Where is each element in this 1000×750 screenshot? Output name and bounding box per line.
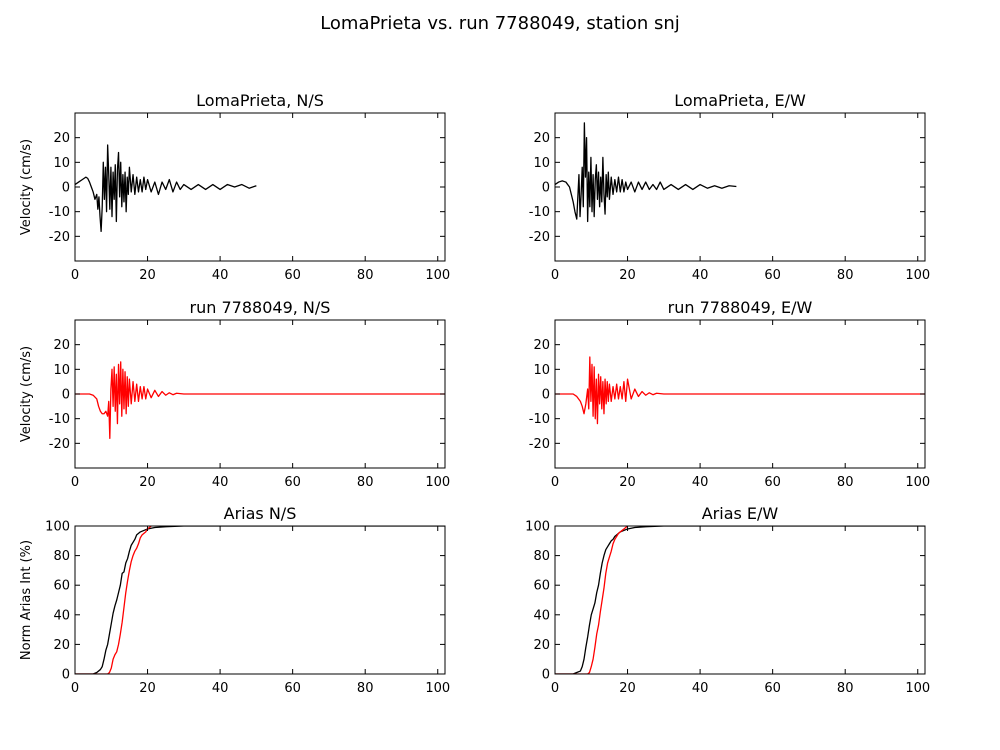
series-line-black xyxy=(75,526,445,674)
axes-frame xyxy=(74,525,446,675)
subplot-title: Arias N/S xyxy=(224,504,297,523)
axes-frame xyxy=(554,525,926,675)
x-tick-label: 40 xyxy=(692,681,709,696)
x-tick-label: 0 xyxy=(71,268,79,283)
series-line-black xyxy=(555,122,737,223)
x-tick-label: 20 xyxy=(139,681,156,696)
x-tick-label: 20 xyxy=(619,268,636,283)
x-tick-label: 20 xyxy=(619,681,636,696)
y-tick-label: -20 xyxy=(529,437,550,452)
y-axis-label: Velocity (cm/s) xyxy=(19,346,34,442)
y-axis-label: Norm Arias Int (%) xyxy=(19,540,34,660)
x-tick-label: 80 xyxy=(837,681,854,696)
x-tick-label: 0 xyxy=(71,681,79,696)
series-line-red xyxy=(555,526,628,674)
y-tick-label: 10 xyxy=(53,156,70,171)
x-tick-label: 20 xyxy=(139,475,156,490)
x-tick-label: 100 xyxy=(905,268,930,283)
y-tick-label: -10 xyxy=(529,412,550,427)
subplot-title: LomaPrieta, N/S xyxy=(196,91,324,110)
x-tick-label: 40 xyxy=(212,681,229,696)
x-tick-label: 40 xyxy=(692,268,709,283)
y-tick-label: 20 xyxy=(533,338,550,353)
x-tick-label: 0 xyxy=(551,475,559,490)
x-tick-label: 60 xyxy=(764,475,781,490)
y-tick-label: -20 xyxy=(49,437,70,452)
y-tick-label: -10 xyxy=(49,412,70,427)
y-tick-label: 100 xyxy=(45,520,70,535)
subplot-title: LomaPrieta, E/W xyxy=(674,91,806,110)
x-tick-label: 20 xyxy=(619,475,636,490)
series-line-black xyxy=(555,526,925,674)
subplot-ns-simulated: 0 20 40 60 80 100 -20 -10 0 10 20 run 7788049, N/S V… xyxy=(19,298,450,490)
x-tick-label: 80 xyxy=(357,268,374,283)
y-tick-label: 20 xyxy=(533,131,550,146)
subplot-ew-observed: 0 20 40 60 80 100 -20 -10 0 10 20 LomaPrieta, E/W xyxy=(529,91,930,283)
y-tick-label: -10 xyxy=(49,205,70,220)
x-tick-label: 20 xyxy=(139,268,156,283)
subplot-title: run 7788049, E/W xyxy=(668,298,813,317)
y-tick-label: 60 xyxy=(533,579,550,594)
x-tick-label: 100 xyxy=(425,475,450,490)
y-tick-label: 0 xyxy=(62,668,70,683)
subplot-ew-simulated: 0 20 40 60 80 100 -20 -10 0 10 20 run 7788049, E/W xyxy=(529,298,930,490)
x-tick-label: 80 xyxy=(357,475,374,490)
series-line-red xyxy=(75,361,445,440)
x-tick-label: 60 xyxy=(284,475,301,490)
x-tick-label: 0 xyxy=(71,475,79,490)
subplot-ns-observed: 0 20 40 60 80 100 -20 -10 0 10 20 LomaPrieta, N/S Ve… xyxy=(19,91,450,283)
x-tick-label: 80 xyxy=(357,681,374,696)
y-tick-label: 80 xyxy=(533,549,550,564)
x-tick-label: 60 xyxy=(764,268,781,283)
y-tick-label: 0 xyxy=(542,181,550,196)
series-line-red xyxy=(75,526,152,674)
x-tick-label: 100 xyxy=(905,475,930,490)
x-tick-label: 60 xyxy=(284,268,301,283)
y-tick-label: 10 xyxy=(533,363,550,378)
x-tick-label: 0 xyxy=(551,268,559,283)
y-tick-label: -20 xyxy=(49,230,70,245)
x-tick-label: 100 xyxy=(425,681,450,696)
x-tick-label: 80 xyxy=(837,268,854,283)
subplot-title: run 7788049, N/S xyxy=(190,298,331,317)
subplot-title: Arias E/W xyxy=(702,504,779,523)
y-tick-label: 0 xyxy=(62,388,70,403)
x-tick-label: 60 xyxy=(764,681,781,696)
y-tick-label: 20 xyxy=(533,638,550,653)
y-tick-label: 40 xyxy=(533,608,550,623)
y-tick-label: 10 xyxy=(533,156,550,171)
y-tick-label: 0 xyxy=(542,668,550,683)
y-tick-label: -20 xyxy=(529,230,550,245)
y-tick-label: 80 xyxy=(53,549,70,564)
figure-title: LomaPrieta vs. run 7788049, station snj xyxy=(320,13,680,34)
y-tick-label: 40 xyxy=(53,608,70,623)
series-line-black xyxy=(75,144,257,233)
subplot-ew-arias: 0 20 40 60 80 100 0 20 40 60 80 100 Arias E/W xyxy=(525,504,930,696)
x-tick-label: 100 xyxy=(425,268,450,283)
x-tick-label: 0 xyxy=(551,681,559,696)
y-tick-label: 0 xyxy=(542,388,550,403)
x-tick-label: 60 xyxy=(284,681,301,696)
y-tick-label: 100 xyxy=(525,520,550,535)
y-tick-label: 0 xyxy=(62,181,70,196)
y-tick-label: 10 xyxy=(53,363,70,378)
y-tick-label: 60 xyxy=(53,579,70,594)
y-tick-label: 20 xyxy=(53,638,70,653)
y-tick-label: 20 xyxy=(53,338,70,353)
y-axis-label: Velocity (cm/s) xyxy=(19,139,34,235)
x-tick-label: 40 xyxy=(692,475,709,490)
series-line-red xyxy=(555,356,925,425)
y-tick-label: 20 xyxy=(53,131,70,146)
x-tick-label: 80 xyxy=(837,475,854,490)
x-tick-label: 100 xyxy=(905,681,930,696)
x-tick-label: 40 xyxy=(212,268,229,283)
x-tick-label: 40 xyxy=(212,475,229,490)
subplot-ns-arias: 0 20 40 60 80 100 0 20 40 60 80 100 Arias N/S Norm Ar… xyxy=(19,504,450,696)
y-tick-label: -10 xyxy=(529,205,550,220)
